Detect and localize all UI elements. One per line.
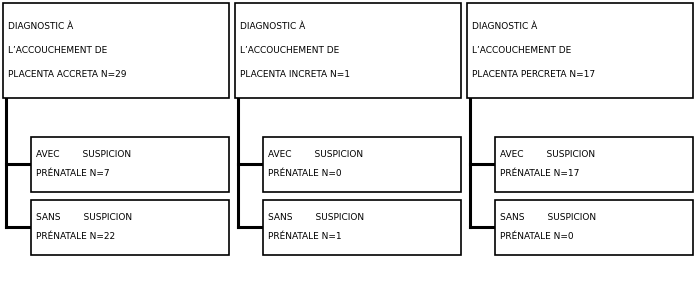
Text: PLACENTA PERCRETA N=17: PLACENTA PERCRETA N=17 xyxy=(472,70,595,79)
Text: L’ACCOUCHEMENT DE: L’ACCOUCHEMENT DE xyxy=(240,46,339,55)
Text: PRÉNATALE N=7: PRÉNATALE N=7 xyxy=(36,169,110,178)
Text: PLACENTA ACCRETA N=29: PLACENTA ACCRETA N=29 xyxy=(8,70,127,79)
Text: SANS        SUSPICION: SANS SUSPICION xyxy=(500,213,596,222)
Text: AVEC        SUSPICION: AVEC SUSPICION xyxy=(500,150,595,159)
FancyBboxPatch shape xyxy=(3,3,229,98)
Text: AVEC        SUSPICION: AVEC SUSPICION xyxy=(36,150,131,159)
Text: L’ACCOUCHEMENT DE: L’ACCOUCHEMENT DE xyxy=(472,46,571,55)
FancyBboxPatch shape xyxy=(31,136,229,192)
Text: DIAGNOSTIC À: DIAGNOSTIC À xyxy=(472,22,537,31)
Text: DIAGNOSTIC À: DIAGNOSTIC À xyxy=(8,22,73,31)
FancyBboxPatch shape xyxy=(235,3,461,98)
FancyBboxPatch shape xyxy=(495,136,693,192)
Text: PRÉNATALE N=0: PRÉNATALE N=0 xyxy=(268,169,342,178)
Text: AVEC        SUSPICION: AVEC SUSPICION xyxy=(268,150,363,159)
Text: PRÉNATALE N=17: PRÉNATALE N=17 xyxy=(500,169,579,178)
Text: PRÉNATALE N=22: PRÉNATALE N=22 xyxy=(36,232,115,241)
FancyBboxPatch shape xyxy=(495,200,693,255)
Text: PRÉNATALE N=0: PRÉNATALE N=0 xyxy=(500,232,574,241)
Text: PRÉNATALE N=1: PRÉNATALE N=1 xyxy=(268,232,342,241)
FancyBboxPatch shape xyxy=(263,136,461,192)
Text: PLACENTA INCRETA N=1: PLACENTA INCRETA N=1 xyxy=(240,70,350,79)
FancyBboxPatch shape xyxy=(467,3,693,98)
Text: L’ACCOUCHEMENT DE: L’ACCOUCHEMENT DE xyxy=(8,46,107,55)
Text: DIAGNOSTIC À: DIAGNOSTIC À xyxy=(240,22,306,31)
FancyBboxPatch shape xyxy=(31,200,229,255)
Text: SANS        SUSPICION: SANS SUSPICION xyxy=(36,213,132,222)
Text: SANS        SUSPICION: SANS SUSPICION xyxy=(268,213,364,222)
FancyBboxPatch shape xyxy=(263,200,461,255)
